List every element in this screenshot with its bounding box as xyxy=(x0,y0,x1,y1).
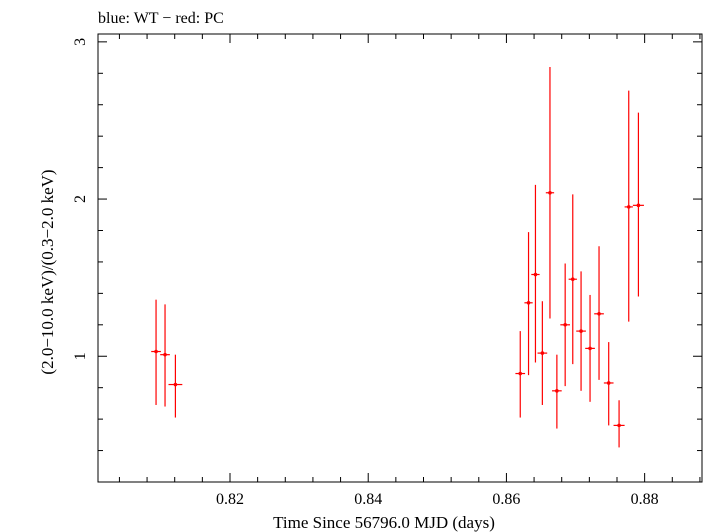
data-point xyxy=(585,294,595,402)
point-marker xyxy=(570,277,575,282)
x-tick-label: 0.86 xyxy=(492,491,520,508)
y-tick-label: 3 xyxy=(72,38,89,46)
x-tick-label: 0.88 xyxy=(631,491,659,508)
point-marker xyxy=(579,329,583,333)
data-point xyxy=(151,299,161,405)
point-marker xyxy=(173,382,178,387)
x-axis-label: Time Since 56796.0 MJD (days) xyxy=(273,513,495,532)
data-point xyxy=(576,271,586,391)
point-marker xyxy=(555,389,559,393)
data-point xyxy=(603,342,614,426)
point-marker xyxy=(154,349,158,354)
data-point xyxy=(537,301,548,405)
point-marker xyxy=(626,205,631,209)
point-marker xyxy=(533,272,538,277)
data-point xyxy=(560,263,571,387)
point-marker xyxy=(540,351,545,355)
data-point xyxy=(624,90,633,322)
data-point xyxy=(160,304,170,407)
x-tick-label: 0.82 xyxy=(216,491,244,508)
data-point xyxy=(568,194,577,365)
point-marker xyxy=(163,352,167,357)
chart-title: blue: WT − red: PC xyxy=(98,10,224,27)
y-axis-label: (2.0−10.0 keV)/(0.3−2.0 keV) xyxy=(38,169,57,374)
data-point xyxy=(168,354,183,418)
point-marker xyxy=(518,371,523,376)
data-point xyxy=(531,184,540,363)
point-marker xyxy=(597,312,601,316)
y-tick-label: 1 xyxy=(72,352,89,360)
data-point xyxy=(632,112,644,297)
data-point xyxy=(524,232,533,376)
point-marker xyxy=(563,323,567,327)
data-point xyxy=(545,67,555,319)
point-marker xyxy=(617,423,621,428)
plot-frame xyxy=(97,33,703,483)
axis-ticks: 0.82 0.84 0.86 0.88 1 2 3 xyxy=(72,34,702,508)
x-tick-label: 0.84 xyxy=(354,491,382,508)
point-marker xyxy=(606,381,611,385)
y-tick-label: 2 xyxy=(72,195,89,203)
point-marker xyxy=(526,301,531,305)
data-point xyxy=(613,400,625,448)
data-point xyxy=(594,246,604,380)
data-point xyxy=(515,331,526,418)
point-marker xyxy=(636,203,641,208)
data-points xyxy=(151,67,644,448)
data-point xyxy=(552,354,562,429)
point-marker xyxy=(548,190,552,195)
point-marker xyxy=(588,346,592,351)
